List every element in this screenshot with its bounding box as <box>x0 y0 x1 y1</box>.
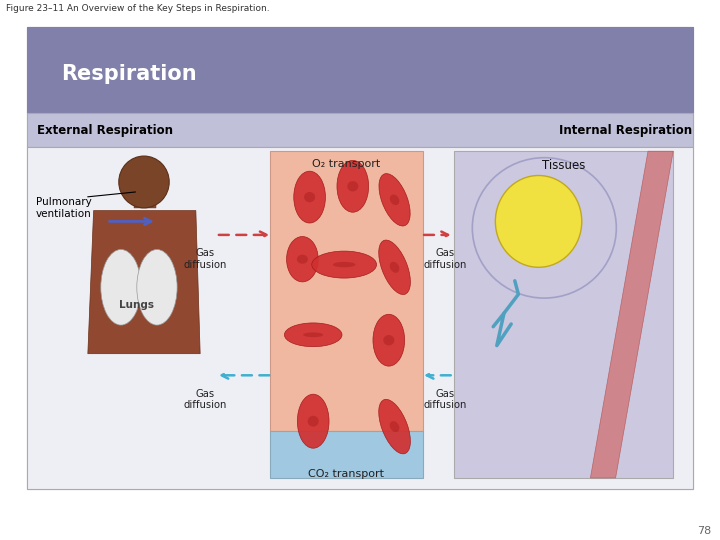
FancyBboxPatch shape <box>270 430 423 478</box>
Ellipse shape <box>390 194 400 205</box>
Text: Pulmonary
ventilation: Pulmonary ventilation <box>36 197 91 219</box>
Ellipse shape <box>337 160 369 212</box>
Text: Internal Respiration: Internal Respiration <box>559 124 692 137</box>
Ellipse shape <box>287 237 318 282</box>
Ellipse shape <box>390 262 400 273</box>
Polygon shape <box>88 211 200 354</box>
Ellipse shape <box>137 249 177 325</box>
Ellipse shape <box>297 255 308 264</box>
Ellipse shape <box>383 335 395 346</box>
Text: Gas
diffusion: Gas diffusion <box>184 248 227 270</box>
FancyBboxPatch shape <box>134 197 156 208</box>
Ellipse shape <box>390 421 400 432</box>
Text: Figure 23–11 An Overview of the Key Steps in Respiration.: Figure 23–11 An Overview of the Key Step… <box>6 4 269 14</box>
Ellipse shape <box>312 251 377 278</box>
Text: 78: 78 <box>697 525 711 536</box>
Ellipse shape <box>379 173 410 226</box>
Ellipse shape <box>307 416 319 427</box>
Ellipse shape <box>379 400 410 454</box>
Ellipse shape <box>333 262 356 267</box>
Text: External Respiration: External Respiration <box>37 124 174 137</box>
Ellipse shape <box>284 323 342 347</box>
Text: Lungs: Lungs <box>120 300 154 310</box>
Ellipse shape <box>379 240 410 294</box>
Ellipse shape <box>303 333 323 337</box>
Ellipse shape <box>304 192 315 202</box>
FancyBboxPatch shape <box>27 113 693 147</box>
Text: Tissues: Tissues <box>542 159 585 172</box>
Ellipse shape <box>347 181 359 192</box>
Ellipse shape <box>373 314 405 366</box>
Text: O₂ transport: O₂ transport <box>312 159 380 168</box>
Ellipse shape <box>119 156 169 208</box>
Ellipse shape <box>495 176 582 267</box>
FancyBboxPatch shape <box>270 151 423 430</box>
Ellipse shape <box>294 171 325 223</box>
Ellipse shape <box>101 249 141 325</box>
Text: Gas
diffusion: Gas diffusion <box>423 389 467 410</box>
Ellipse shape <box>297 394 329 448</box>
Text: CO₂ transport: CO₂ transport <box>308 469 384 479</box>
FancyBboxPatch shape <box>27 27 693 113</box>
Text: Gas
diffusion: Gas diffusion <box>184 389 227 410</box>
FancyBboxPatch shape <box>454 151 673 478</box>
Polygon shape <box>590 151 673 478</box>
FancyBboxPatch shape <box>27 147 693 489</box>
Text: Respiration: Respiration <box>61 64 197 84</box>
Text: Gas
diffusion: Gas diffusion <box>423 248 467 270</box>
FancyBboxPatch shape <box>27 27 693 489</box>
